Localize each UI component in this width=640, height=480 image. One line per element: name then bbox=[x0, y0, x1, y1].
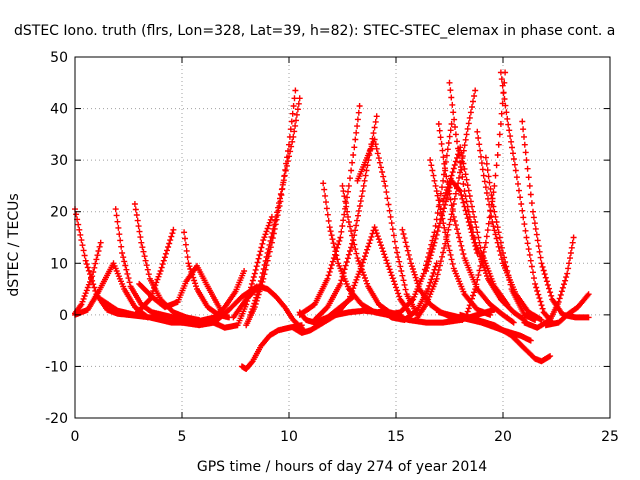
plus-markers bbox=[440, 144, 511, 308]
series-pass-42 bbox=[388, 306, 498, 326]
y-tick-label: 40 bbox=[50, 102, 68, 118]
y-tick-label: 20 bbox=[50, 205, 68, 221]
plus-markers bbox=[354, 136, 421, 318]
series-pass-22 bbox=[354, 136, 421, 318]
x-tick-label: 15 bbox=[387, 429, 405, 445]
plus-markers bbox=[482, 154, 539, 323]
series-pass-40 bbox=[521, 234, 577, 331]
x-tick-label: 20 bbox=[494, 429, 512, 445]
x-tick-label: 10 bbox=[280, 429, 298, 445]
x-tick-label: 5 bbox=[178, 429, 187, 445]
plus-markers bbox=[333, 224, 414, 318]
series-pass-11 bbox=[204, 213, 275, 331]
y-tick-label: 0 bbox=[59, 308, 68, 324]
series-pass-19 bbox=[296, 103, 363, 318]
plus-markers bbox=[521, 234, 577, 331]
series-pass-31 bbox=[423, 177, 481, 274]
series-pass-06 bbox=[131, 201, 203, 323]
x-tick-label: 25 bbox=[601, 429, 619, 445]
series-pass-23 bbox=[333, 224, 414, 318]
x-axis-label: GPS time / hours of day 274 of year 2014 bbox=[197, 459, 487, 475]
y-tick-label: -20 bbox=[45, 411, 68, 427]
y-tick-label: -10 bbox=[45, 359, 68, 375]
plus-markers bbox=[519, 118, 592, 321]
plot-frame bbox=[74, 56, 611, 419]
series-pass-32 bbox=[440, 144, 511, 308]
plus-markers bbox=[247, 95, 303, 318]
series-pass-37 bbox=[519, 118, 592, 321]
plus-markers bbox=[204, 213, 275, 331]
x-tick-label: 0 bbox=[71, 429, 80, 445]
series-pass-15 bbox=[247, 95, 303, 318]
series-pass-34 bbox=[482, 154, 539, 323]
y-tick-label: 30 bbox=[50, 153, 68, 169]
series-pass-41 bbox=[542, 291, 592, 329]
plus-markers bbox=[131, 201, 203, 323]
y-tick-label: 10 bbox=[50, 256, 68, 272]
plus-markers bbox=[497, 69, 556, 326]
y-axis-label: dSTEC / TECUs bbox=[6, 193, 22, 296]
axis-ticks: 0 5 10 15 20 25 -20 -10 0 10 20 30 40 50 bbox=[45, 50, 619, 445]
grid bbox=[75, 57, 610, 418]
chart-title: dSTEC Iono. truth (flrs, Lon=328, Lat=39… bbox=[14, 23, 615, 39]
y-tick-label: 50 bbox=[50, 50, 68, 66]
series-pass-36 bbox=[497, 69, 556, 326]
plus-markers bbox=[423, 177, 481, 274]
plus-markers bbox=[542, 291, 592, 329]
data-series bbox=[72, 69, 592, 372]
plus-markers bbox=[296, 103, 363, 318]
plus-markers bbox=[388, 306, 498, 326]
